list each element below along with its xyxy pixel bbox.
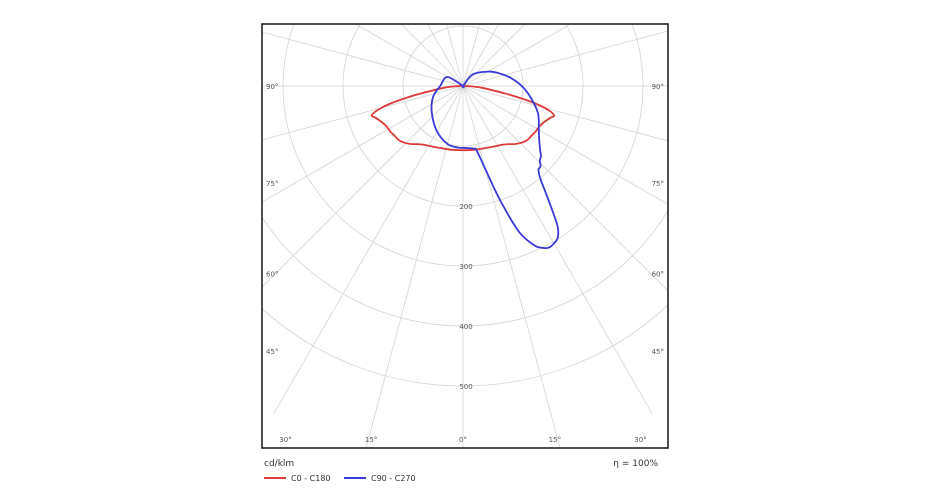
grid-ring [262,304,668,387]
grid-ring [342,24,584,207]
grid-spoke [262,85,464,288]
angle-label-left: 75° [266,180,278,188]
angle-label-bottom: 30° [634,436,646,444]
angle-label-right: 75° [652,180,664,188]
angle-label-bottom: 30° [279,436,291,444]
grid-spoke [462,85,668,292]
angle-label-left: 45° [266,348,278,356]
grid-spoke [462,85,668,142]
radial-tick-label: 200 [459,203,472,211]
radial-tick-label: 400 [459,323,472,331]
grid-spoke [400,24,464,87]
grid-spoke [462,30,668,87]
grid-spoke [262,31,464,87]
angle-label-left: 60° [266,271,278,279]
polar-grid [262,24,668,448]
grid-spoke [262,85,464,141]
series-line-c0-c180 [370,84,556,152]
grid-spoke [262,85,464,203]
plot-frame [261,23,669,449]
radial-tick-label: 500 [459,383,472,391]
angle-label-bottom: 15° [365,436,377,444]
angle-label-right: 60° [652,271,664,279]
grid-spoke [462,85,668,205]
grid-spoke [354,24,464,87]
angle-label-bottom: 0° [459,436,467,444]
unit-label: cd/klm [264,459,294,469]
angle-label-bottom: 15° [549,436,561,444]
tick-labels: 20030040050045°45°60°60°75°75°90°90°105°… [266,83,664,444]
grid-spoke [462,24,481,87]
efficiency-label: η = 100% [613,459,658,469]
grid-ring [262,209,668,327]
grid-spoke [462,85,653,414]
grid-spoke [273,85,464,414]
radial-tick-label: 300 [459,263,472,271]
grid-spoke [445,24,464,87]
angle-label-right: 90° [652,83,664,91]
legend: C0 - C180 C90 - C270 [264,474,416,483]
grid-ring [282,24,644,267]
series-line-c90-c270 [430,70,560,250]
legend-label-c0-c180: C0 - C180 [291,474,331,483]
grid-spoke [462,24,572,87]
grid-spoke [426,24,464,87]
grid-spoke [365,85,464,448]
grid-spoke [462,24,526,87]
series-layer [370,70,560,250]
angle-label-left: 90° [266,83,278,91]
grid-spoke [462,24,500,87]
grid-spoke [462,85,561,448]
angle-label-right: 45° [652,348,664,356]
legend-label-c90-c270: C90 - C270 [371,474,416,483]
